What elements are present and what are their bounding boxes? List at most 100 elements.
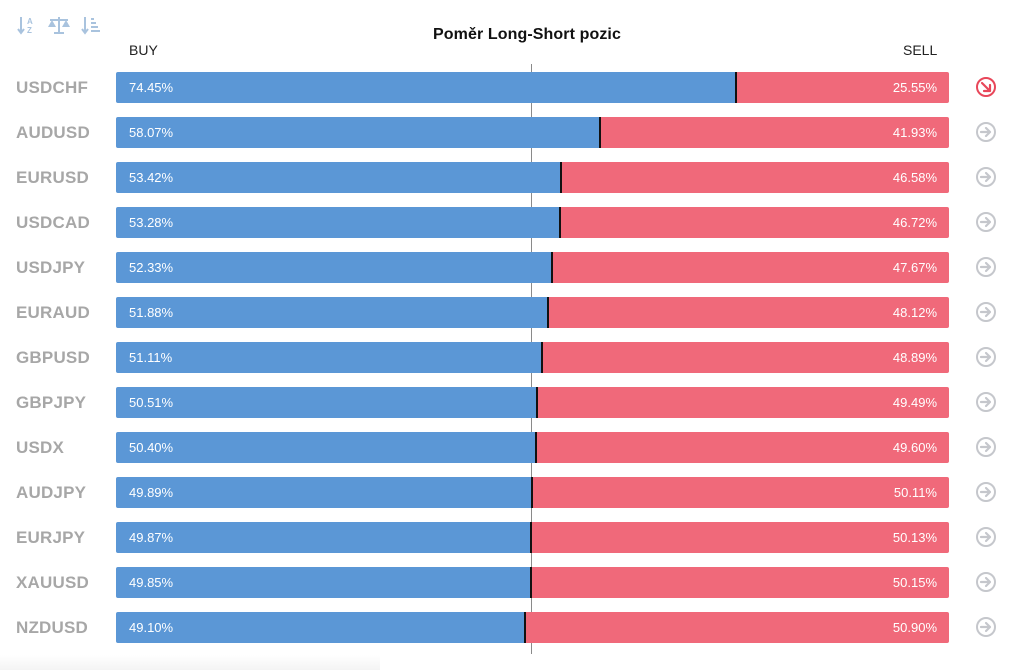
- buy-bar-segment: [116, 207, 560, 238]
- symbol-label: USDCHF: [16, 78, 89, 97]
- ratio-divider: [530, 522, 532, 553]
- ratio-row-usdcad[interactable]: USDCAD 53.28% 46.72%: [0, 207, 1017, 238]
- toolbar: A Z: [14, 12, 104, 38]
- arrow-right-icon[interactable]: [975, 166, 997, 188]
- ratio-row-audusd[interactable]: AUDUSD 58.07% 41.93%: [0, 117, 1017, 148]
- symbol-label: USDCAD: [16, 213, 90, 232]
- ratio-bar: 50.40% 49.60%: [116, 432, 949, 463]
- sell-bar-segment: [552, 252, 949, 283]
- ratio-bar: 49.89% 50.11%: [116, 477, 949, 508]
- ratio-divider: [551, 252, 553, 283]
- arrow-right-icon[interactable]: [975, 391, 997, 413]
- ratio-row-gbpusd[interactable]: GBPUSD 51.11% 48.89%: [0, 342, 1017, 373]
- sell-percent-label: 50.11%: [893, 485, 937, 500]
- symbol-label: USDJPY: [16, 258, 86, 277]
- balance-scale-icon[interactable]: [46, 12, 72, 38]
- symbol-label: AUDUSD: [16, 123, 90, 142]
- sell-bar-segment: [537, 387, 949, 418]
- ratio-bar: 50.51% 49.49%: [116, 387, 949, 418]
- ratio-divider: [547, 297, 549, 328]
- sell-bar-segment: [736, 72, 949, 103]
- svg-text:Z: Z: [27, 26, 32, 35]
- buy-percent-label: 49.10%: [129, 620, 174, 635]
- sell-percent-label: 41.93%: [892, 125, 937, 140]
- ratio-row-audjpy[interactable]: AUDJPY 49.89% 50.11%: [0, 477, 1017, 508]
- symbol-label: EURJPY: [16, 528, 86, 547]
- buy-percent-label: 49.89%: [129, 485, 174, 500]
- arrow-right-icon[interactable]: [975, 346, 997, 368]
- arrow-down-right-icon[interactable]: [975, 76, 997, 98]
- sell-header-label: SELL: [903, 42, 938, 58]
- sell-percent-label: 50.90%: [892, 620, 937, 635]
- buy-bar-segment: [116, 567, 531, 598]
- arrow-right-icon[interactable]: [975, 526, 997, 548]
- ratio-divider: [535, 432, 537, 463]
- buy-bar-segment: [116, 522, 531, 553]
- symbol-label: GBPJPY: [16, 393, 87, 412]
- buy-percent-label: 53.42%: [129, 170, 174, 185]
- sell-percent-label: 49.60%: [892, 440, 937, 455]
- arrow-right-icon[interactable]: [975, 301, 997, 323]
- sell-bar-segment: [561, 162, 949, 193]
- arrow-right-icon[interactable]: [975, 616, 997, 638]
- buy-percent-label: 58.07%: [129, 125, 174, 140]
- footer-shadow: [0, 655, 380, 670]
- sell-bar-segment: [531, 567, 949, 598]
- sell-bar-segment: [536, 432, 949, 463]
- sort-amount-icon[interactable]: [78, 12, 104, 38]
- arrow-right-icon[interactable]: [975, 481, 997, 503]
- sort-alpha-icon[interactable]: A Z: [14, 12, 40, 38]
- arrow-right-icon[interactable]: [975, 571, 997, 593]
- buy-bar-segment: [116, 297, 548, 328]
- ratio-row-usdx[interactable]: USDX 50.40% 49.60%: [0, 432, 1017, 463]
- ratio-row-xauusd[interactable]: XAUUSD 49.85% 50.15%: [0, 567, 1017, 598]
- buy-percent-label: 52.33%: [129, 260, 174, 275]
- buy-bar-segment: [116, 117, 600, 148]
- ratio-row-eurjpy[interactable]: EURJPY 49.87% 50.13%: [0, 522, 1017, 553]
- arrow-right-icon[interactable]: [975, 121, 997, 143]
- chart-title: Poměr Long-Short pozic: [433, 26, 621, 43]
- ratio-bar: 49.10% 50.90%: [116, 612, 949, 643]
- ratio-bar: 74.45% 25.55%: [116, 72, 949, 103]
- sell-percent-label: 46.58%: [892, 170, 937, 185]
- ratio-bar: 51.88% 48.12%: [116, 297, 949, 328]
- sell-percent-label: 49.49%: [892, 395, 937, 410]
- sell-percent-label: 48.89%: [892, 350, 937, 365]
- symbol-label: GBPUSD: [16, 348, 90, 367]
- symbol-label: EURAUD: [16, 303, 90, 322]
- ratio-divider: [524, 612, 526, 643]
- buy-percent-label: 49.85%: [129, 575, 174, 590]
- buy-bar-segment: [116, 162, 561, 193]
- buy-bar-segment: [116, 432, 536, 463]
- ratio-row-euraud[interactable]: EURAUD 51.88% 48.12%: [0, 297, 1017, 328]
- sell-percent-label: 25.55%: [892, 80, 937, 95]
- sell-bar-segment: [548, 297, 949, 328]
- sell-bar-segment: [560, 207, 949, 238]
- ratio-row-gbpjpy[interactable]: GBPJPY 50.51% 49.49%: [0, 387, 1017, 418]
- arrow-right-icon[interactable]: [975, 436, 997, 458]
- ratio-row-eurusd[interactable]: EURUSD 53.42% 46.58%: [0, 162, 1017, 193]
- buy-percent-label: 74.45%: [129, 80, 174, 95]
- arrow-right-icon[interactable]: [975, 211, 997, 233]
- sell-percent-label: 50.15%: [892, 575, 937, 590]
- ratio-row-usdchf[interactable]: USDCHF 74.45% 25.55%: [0, 72, 1017, 103]
- buy-percent-label: 49.87%: [129, 530, 174, 545]
- ratio-divider: [599, 117, 601, 148]
- buy-bar-segment: [116, 342, 542, 373]
- buy-bar-segment: [116, 477, 532, 508]
- ratio-bar: 58.07% 41.93%: [116, 117, 949, 148]
- sell-bar-segment: [525, 612, 949, 643]
- sell-percent-label: 50.13%: [892, 530, 937, 545]
- ratio-divider: [560, 162, 562, 193]
- arrow-right-icon[interactable]: [975, 256, 997, 278]
- symbol-label: XAUUSD: [16, 573, 89, 592]
- buy-bar-segment: [116, 387, 537, 418]
- symbol-label: AUDJPY: [16, 483, 87, 502]
- ratio-divider: [735, 72, 737, 103]
- svg-text:A: A: [27, 17, 33, 26]
- ratio-divider: [530, 567, 532, 598]
- ratio-bar: 53.28% 46.72%: [116, 207, 949, 238]
- ratio-row-usdjpy[interactable]: USDJPY 52.33% 47.67%: [0, 252, 1017, 283]
- ratio-divider: [541, 342, 543, 373]
- ratio-row-nzdusd[interactable]: NZDUSD 49.10% 50.90%: [0, 612, 1017, 643]
